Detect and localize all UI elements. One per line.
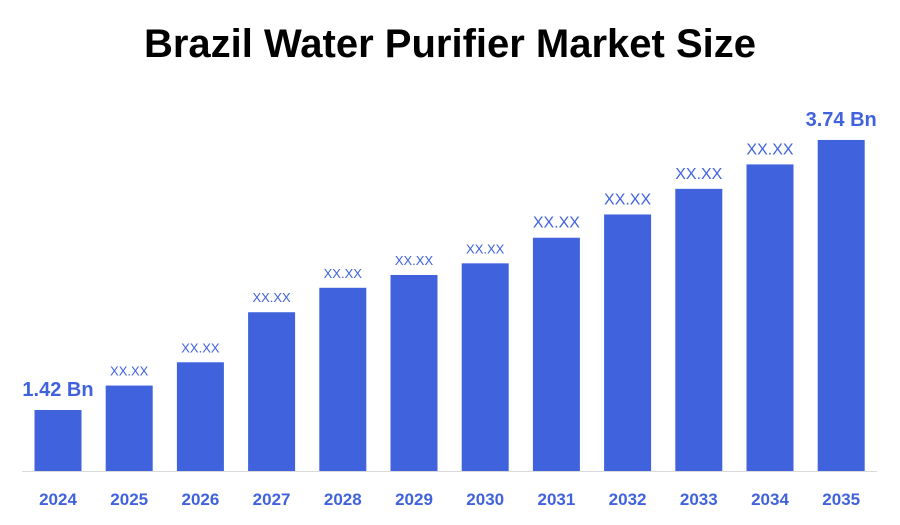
data-label: XX.XX (746, 141, 793, 158)
x-tick-label: 2029 (395, 490, 433, 509)
chart-title: Brazil Water Purifier Market Size (143, 22, 757, 66)
x-tick-label: 2025 (110, 490, 148, 509)
data-label: XX.XX (110, 364, 149, 379)
data-label: 3.74 Bn (806, 109, 877, 131)
x-tick-label: 2035 (822, 490, 860, 509)
data-label: XX.XX (604, 191, 651, 208)
bar-2034 (746, 164, 794, 471)
data-label: XX.XX (252, 290, 291, 305)
data-label: XX.XX (533, 215, 580, 232)
bar-2033 (675, 188, 723, 471)
x-tick-label: 2030 (466, 490, 504, 509)
x-tick-label: 2027 (253, 490, 291, 509)
x-tick-label: 2031 (537, 490, 575, 509)
bar-2027 (248, 312, 296, 471)
x-tick-label: 2034 (751, 490, 789, 509)
bar-2032 (604, 214, 652, 471)
bar-2030 (461, 263, 509, 471)
x-tick-label: 2033 (680, 490, 718, 509)
data-label: XX.XX (466, 241, 505, 256)
x-tick-label: 2026 (181, 490, 219, 509)
data-label: XX.XX (324, 266, 363, 281)
bar-2029 (390, 274, 438, 471)
bar-2024 (34, 410, 82, 471)
x-tick-label: 2028 (324, 490, 362, 509)
bar-2026 (176, 362, 224, 471)
bar-2028 (319, 287, 367, 471)
data-label: XX.XX (675, 166, 722, 183)
data-label: XX.XX (395, 253, 434, 268)
x-tick-label: 2024 (39, 490, 77, 509)
data-label: XX.XX (181, 340, 220, 355)
bar-2025 (105, 385, 153, 471)
bar-2031 (532, 237, 580, 471)
x-tick-label: 2032 (609, 490, 647, 509)
bar-2035 (817, 139, 865, 471)
data-label: 1.42 Bn (22, 379, 93, 401)
